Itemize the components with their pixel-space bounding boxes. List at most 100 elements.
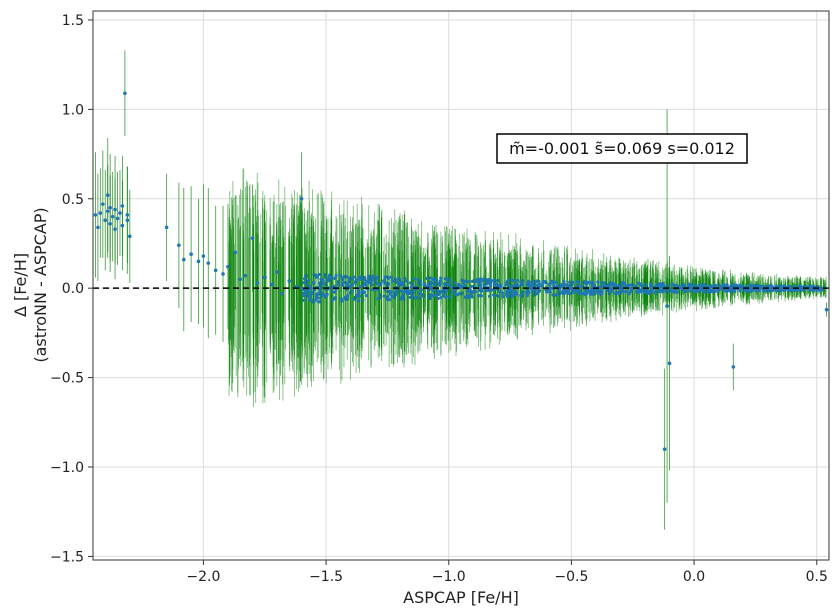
data-point [578,288,582,292]
data-point [238,277,242,282]
data-point [526,279,531,284]
data-point [596,280,600,284]
y-tick-label: −1.5 [50,549,84,565]
data-point [584,292,588,296]
data-point [128,234,132,239]
data-point [382,279,386,283]
data-point [389,275,394,279]
data-point [479,294,484,298]
data-point [548,290,552,294]
data-point [397,281,402,285]
data-point [327,278,331,283]
data-point [324,293,328,298]
data-point [213,268,218,273]
annotation-text: m͂=-0.001 s͂=0.069 s=0.012 [509,139,735,158]
data-point [628,290,632,294]
data-point [738,283,742,287]
data-point [731,365,736,369]
data-point [569,286,574,290]
data-point [459,284,463,289]
data-point [307,297,312,301]
data-point [724,284,728,288]
data-point [319,277,323,282]
data-point [361,289,365,294]
data-point [650,289,654,293]
data-point [333,290,337,294]
data-point [592,289,596,293]
data-point [494,293,498,298]
data-point [302,298,306,302]
data-point [616,290,620,295]
data-point [489,280,493,285]
data-point [575,289,579,294]
data-point [589,289,594,294]
data-point [568,280,572,284]
data-point [808,288,812,292]
data-point [447,294,451,299]
data-point [488,294,492,298]
data-point [407,289,412,293]
data-point [351,277,355,281]
data-point [422,282,427,287]
data-point [299,196,304,201]
data-point [304,289,309,294]
data-point [421,294,426,298]
data-point [602,281,606,285]
data-point [649,282,653,286]
data-point [359,285,363,289]
data-point [364,294,369,298]
data-point [581,291,586,296]
data-point [641,284,645,289]
data-point [704,282,708,287]
data-point [616,284,620,288]
data-point [317,272,322,277]
data-point [696,289,700,293]
data-point [541,281,545,285]
data-point [602,284,606,288]
data-point [302,281,306,285]
data-point [309,291,313,295]
data-point [417,291,422,296]
data-point [440,289,445,294]
data-point [640,288,644,292]
data-point [332,297,337,301]
data-point [387,289,391,293]
data-point [376,275,380,279]
data-point [357,293,361,297]
data-point [790,288,794,292]
y-tick-label: −1.0 [50,460,84,476]
data-point [501,294,505,299]
data-point [530,282,534,286]
data-point [557,288,561,292]
data-point [429,282,434,286]
data-point [662,447,667,451]
data-point [399,289,403,293]
data-point [347,276,351,280]
data-point [436,296,440,301]
data-point [620,283,624,287]
data-point [474,278,478,282]
data-point [512,279,516,283]
data-point [770,289,774,293]
data-point [196,259,201,264]
data-point [751,283,755,287]
data-point [809,284,813,288]
data-point [545,289,549,294]
y-axis-ticks: −1.5 −1.0 −0.5 0.0 0.5 1.0 1.5 [50,13,93,565]
data-point [536,288,540,292]
data-point [317,292,322,296]
data-point [604,288,609,293]
data-point [799,288,803,292]
data-point [637,281,641,286]
y-tick-label: −0.5 [50,371,84,387]
data-point [673,290,677,294]
data-point [434,293,439,298]
data-point [123,91,127,96]
data-point [446,282,451,287]
data-point [463,284,467,288]
data-point [583,280,587,284]
data-point [525,283,529,287]
data-point [437,289,441,293]
data-point [514,290,518,294]
data-point [498,289,502,294]
